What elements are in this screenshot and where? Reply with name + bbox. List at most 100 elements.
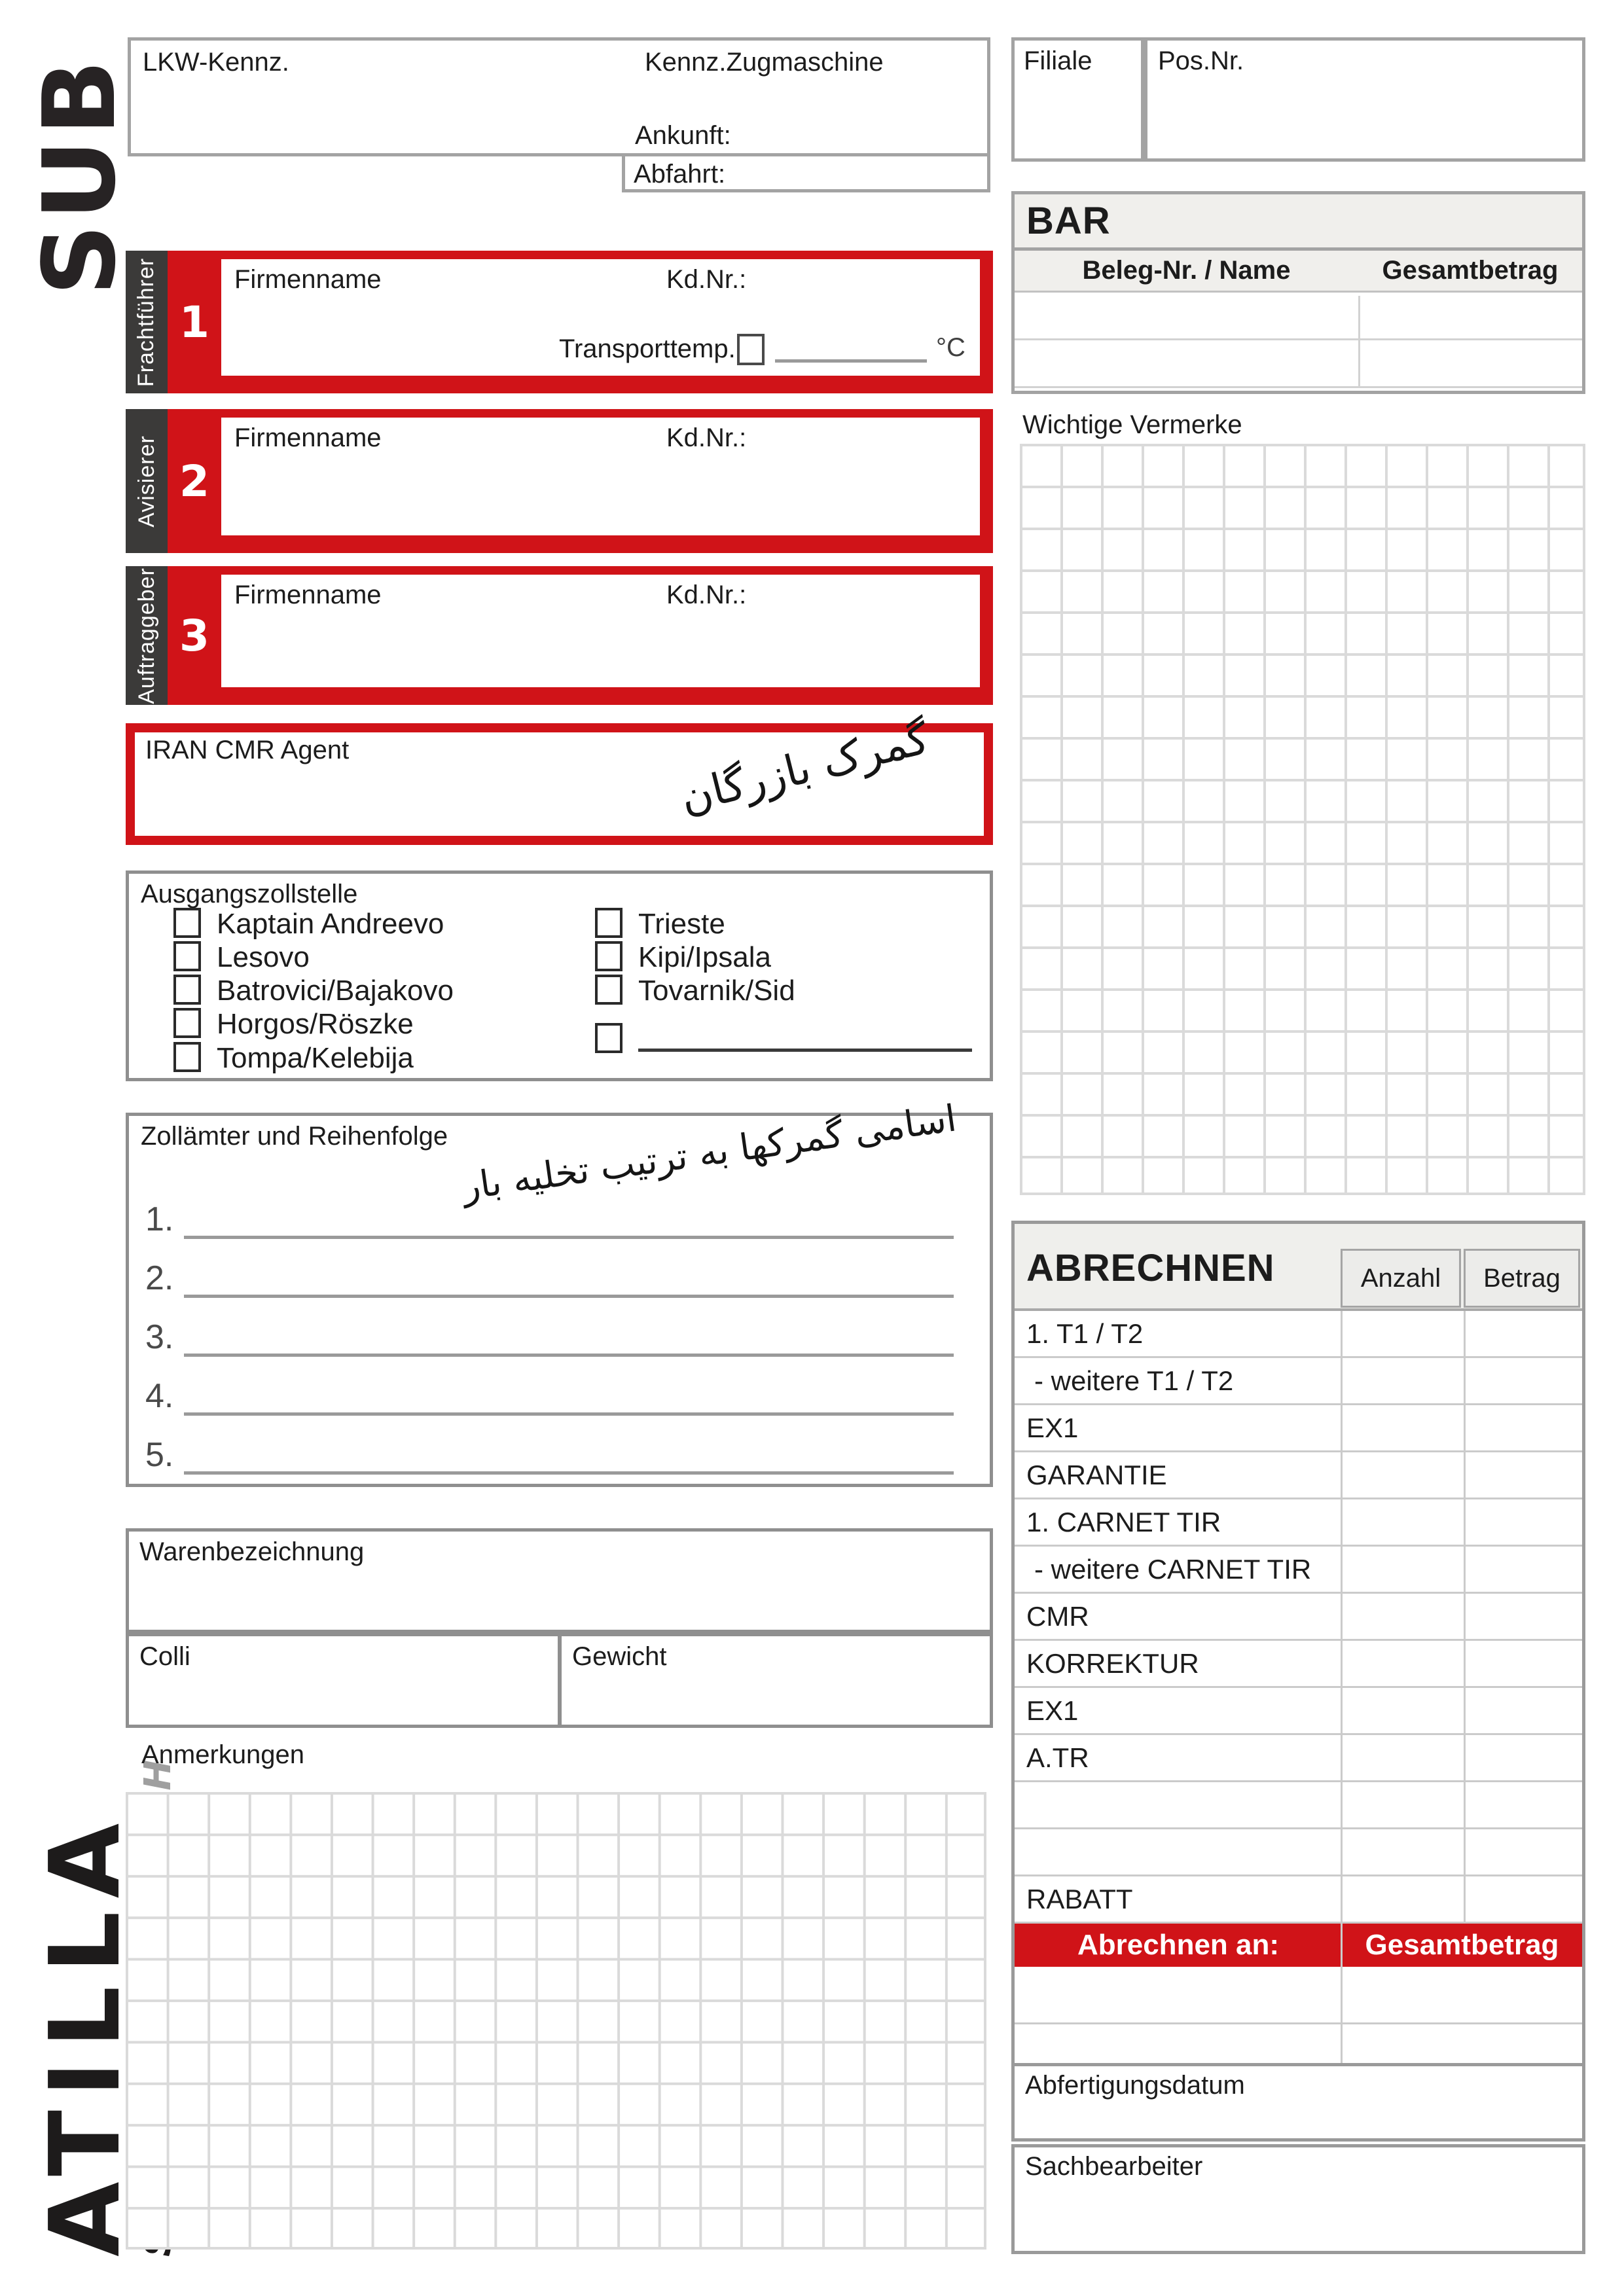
zollamt-line-2[interactable] — [184, 1264, 954, 1298]
abrechnen-row-empty[interactable] — [1015, 1782, 1582, 1829]
sachbearbeiter-box[interactable]: Sachbearbeiter — [1011, 2144, 1585, 2254]
section-1-number: 1 — [179, 296, 209, 348]
iran-cmr-agent-label: IRAN CMR Agent — [145, 736, 350, 764]
iran-cmr-agent-box[interactable]: IRAN CMR Agent گمرک بازرگان — [126, 713, 993, 845]
abrechnen-an-label: Abrechnen an: — [1077, 1929, 1280, 1961]
atilla-logo-text: ATILLA — [29, 1810, 141, 2257]
abfahrt-label: Abfahrt: — [634, 160, 726, 188]
abrechnen-row-atr[interactable]: A.TR — [1015, 1735, 1582, 1782]
custom-zollstelle-line[interactable] — [638, 1019, 972, 1052]
checkbox-custom-zollstelle[interactable] — [595, 1023, 623, 1053]
section-auftraggeber: Auftraggeber 3 Firmenname Kd.Nr.: — [126, 566, 993, 705]
colli-box[interactable]: Colli — [126, 1633, 561, 1728]
frachtfuehrer-input-area[interactable]: Firmenname Kd.Nr.: Transporttemp.: °C — [221, 259, 980, 376]
kennz-zugmaschine-label: Kennz.Zugmaschine — [645, 48, 884, 77]
section-2-number: 2 — [179, 456, 209, 507]
option-kaptain-andreevo: Kaptain Andreevo — [217, 908, 444, 940]
wichtige-vermerke-grid[interactable] — [1020, 444, 1585, 1195]
sachbearbeiter-label: Sachbearbeiter — [1025, 2152, 1203, 2181]
checkbox-kipi-ipsala[interactable] — [595, 941, 623, 971]
zollaemter-label: Zollämter und Reihenfolge — [141, 1122, 448, 1151]
zollamt-row-4: 4. — [145, 1376, 954, 1416]
auftraggeber-side-label: Auftraggeber — [134, 567, 159, 704]
abrechnen-row-rabatt[interactable]: RABATT — [1015, 1876, 1582, 1924]
lkw-kennz-box[interactable]: LKW-Kennz. Kennz.Zugmaschine Ankunft: — [128, 37, 990, 156]
frachtfuehrer-side-bar: Frachtführer — [126, 251, 168, 393]
abrechnen-row-ex1[interactable]: EX1 — [1015, 1405, 1582, 1452]
abfertigungsdatum-label: Abfertigungsdatum — [1025, 2071, 1245, 2100]
abrechnen-footer-row[interactable] — [1015, 1967, 1582, 2024]
option-lesovo: Lesovo — [217, 941, 310, 973]
section-3-number: 3 — [179, 610, 209, 661]
filiale-box[interactable]: Filiale — [1011, 37, 1144, 162]
zollamt-row-1: 1. — [145, 1200, 954, 1239]
abrechnen-row-cmr[interactable]: CMR — [1015, 1594, 1582, 1641]
zollamt-number-5: 5. — [145, 1436, 174, 1474]
abrechnen-divider-betrag — [1464, 1311, 1466, 1924]
checkbox-tompa-kelebija[interactable] — [173, 1042, 201, 1072]
abrechnen-row-garantie[interactable]: GARANTIE — [1015, 1452, 1582, 1499]
abrechnen-row-weitere-t1t2[interactable]: - weitere T1 / T2 — [1015, 1358, 1582, 1405]
abrechnen-title: ABRECHNEN — [1026, 1247, 1275, 1289]
abrechnen-header: ABRECHNEN Anzahl Betrag — [1015, 1224, 1582, 1311]
section-3-red-band: 3 Firmenname Kd.Nr.: — [168, 566, 993, 705]
kdnr-label: Kd.Nr.: — [666, 265, 747, 294]
abrechnen-row-carnet-tir[interactable]: 1. CARNET TIR — [1015, 1499, 1582, 1547]
section-avisierer: Avisierer 2 Firmenname Kd.Nr.: — [126, 409, 993, 553]
pos-nr-label: Pos.Nr. — [1158, 46, 1244, 75]
ausgangszollstelle-box: Ausgangszollstelle Kaptain Andreevo Leso… — [126, 870, 993, 1081]
gesamtbetrag-label: Gesamtbetrag — [1365, 1929, 1559, 1961]
checkbox-lesovo[interactable] — [173, 941, 201, 971]
checkbox-tovarnik-sid[interactable] — [595, 975, 623, 1005]
abrechnen-table: ABRECHNEN Anzahl Betrag 1. T1 / T2 - wei… — [1011, 1221, 1585, 2116]
abrechnen-row-t1t2[interactable]: 1. T1 / T2 — [1015, 1311, 1582, 1358]
gewicht-box[interactable]: Gewicht — [558, 1633, 993, 1728]
anmerkungen-grid[interactable] — [126, 1792, 986, 2250]
abrechnen-row-weitere-carnet-tir[interactable]: - weitere CARNET TIR — [1015, 1547, 1582, 1594]
checkbox-trieste[interactable] — [595, 908, 623, 938]
option-horgos-roeszke: Horgos/Röszke — [217, 1008, 414, 1040]
abfahrt-box[interactable]: Abfahrt: — [622, 153, 990, 192]
bar-header-row: Beleg-Nr. / Name Gesamtbetrag — [1015, 251, 1582, 293]
abrechnen-row-ex1-2[interactable]: EX1 — [1015, 1688, 1582, 1735]
zollamt-line-3[interactable] — [184, 1323, 954, 1357]
zollamt-line-5[interactable] — [184, 1441, 954, 1475]
transporttemp-line[interactable] — [775, 359, 927, 363]
checkbox-kaptain-andreevo[interactable] — [173, 908, 201, 938]
option-kipi-ipsala: Kipi/Ipsala — [638, 941, 772, 973]
zollamt-line-1[interactable] — [184, 1205, 954, 1239]
bar-row[interactable] — [1015, 293, 1582, 340]
abrechnen-footer-bar: Abrechnen an: Gesamtbetrag — [1015, 1924, 1582, 1967]
transporttemp-checkbox[interactable] — [737, 334, 765, 365]
anmerkungen-label: Anmerkungen — [141, 1740, 305, 1769]
bar-col-beleg: Beleg-Nr. / Name — [1082, 256, 1291, 285]
pos-nr-box[interactable]: Pos.Nr. — [1144, 37, 1585, 162]
warenbezeichnung-box[interactable]: Warenbezeichnung — [126, 1528, 993, 1633]
zollaemter-handwriting: اسامی گمرکها به ترتیب تخلیه بار — [460, 1097, 959, 1209]
abfertigungsdatum-box[interactable]: Abfertigungsdatum — [1011, 2063, 1585, 2142]
zollamt-number-2: 2. — [145, 1259, 174, 1297]
checkbox-batrovici-bajakovo[interactable] — [173, 975, 201, 1005]
bar-col-gesamtbetrag: Gesamtbetrag — [1382, 256, 1559, 285]
auftraggeber-input-area[interactable]: Firmenname Kd.Nr.: — [221, 575, 980, 687]
zollamt-row-3: 3. — [145, 1318, 954, 1357]
option-trieste: Trieste — [638, 908, 725, 940]
firmenname-label: Firmenname — [234, 581, 382, 609]
avisierer-input-area[interactable]: Firmenname Kd.Nr.: — [221, 418, 980, 535]
ausgangszollstelle-label: Ausgangszollstelle — [141, 880, 358, 908]
abrechnen-row-korrektur[interactable]: KORREKTUR — [1015, 1641, 1582, 1688]
abrechnen-col-anzahl: Anzahl — [1341, 1249, 1461, 1308]
option-tovarnik-sid: Tovarnik/Sid — [638, 975, 795, 1007]
zollamt-row-5: 5. — [145, 1435, 954, 1475]
zollamt-line-4[interactable] — [184, 1382, 954, 1416]
bar-row[interactable] — [1015, 340, 1582, 388]
section-2-red-band: 2 Firmenname Kd.Nr.: — [168, 409, 993, 553]
zollamt-row-2: 2. — [145, 1259, 954, 1298]
zollamt-number-4: 4. — [145, 1377, 174, 1415]
lkw-kennz-label: LKW-Kennz. — [143, 48, 289, 77]
checkbox-horgos-roeszke[interactable] — [173, 1008, 201, 1038]
zollamt-number-3: 3. — [145, 1318, 174, 1356]
bar-title-band: BAR — [1015, 194, 1582, 251]
abrechnen-row-empty[interactable] — [1015, 1829, 1582, 1876]
sub-logo: SUB — [22, 56, 137, 296]
